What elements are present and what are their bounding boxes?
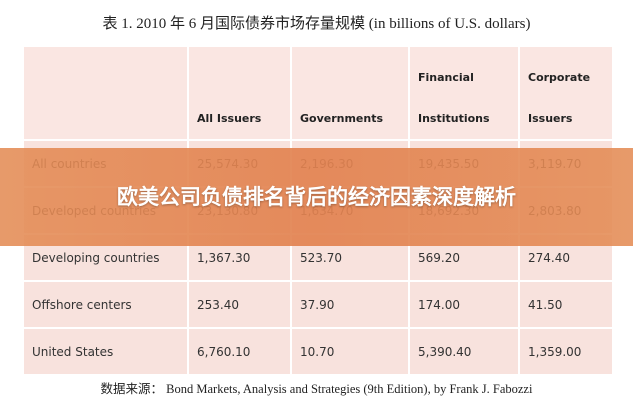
header-cell: Financial Institutions xyxy=(408,45,520,141)
row-label: Offshore centers xyxy=(22,280,189,329)
header-line: Financial xyxy=(418,71,474,84)
header-line: Issuers xyxy=(528,112,573,125)
header-line: All Issuers xyxy=(197,112,262,125)
header-cell xyxy=(22,45,189,141)
cell: 10.70 xyxy=(290,327,410,376)
banner-text: 欧美公司负债排名背后的经济因素深度解析 xyxy=(117,185,516,209)
header-cell: Corporate Issuers xyxy=(518,45,614,141)
table-title: 表 1. 2010 年 6 月国际债券市场存量规模 (in billions o… xyxy=(102,16,531,32)
cell: 1,359.00 xyxy=(518,327,614,376)
cell: 6,760.10 xyxy=(187,327,292,376)
header-line: Institutions xyxy=(418,112,490,125)
header-cell: All Issuers xyxy=(187,45,292,141)
row-label: United States xyxy=(22,327,189,376)
source-note: 数据来源： Bond Markets, Analysis and Strateg… xyxy=(100,382,533,396)
header-cell: Governments xyxy=(290,45,410,141)
table-row: United States 6,760.10 10.70 5,390.40 1,359.… xyxy=(22,327,614,376)
cell: 41.50 xyxy=(518,280,614,329)
header-line: Governments xyxy=(300,112,384,125)
header-line: Corporate xyxy=(528,71,591,84)
cell: 37.90 xyxy=(290,280,410,329)
table-row: Offshore centers 253.40 37.90 174.00 41.50 xyxy=(22,280,614,329)
cell: 5,390.40 xyxy=(408,327,520,376)
cell: 253.40 xyxy=(187,280,292,329)
overlay-banner: 欧美公司负债排名背后的经济因素深度解析 xyxy=(0,148,633,246)
cell: 174.00 xyxy=(408,280,520,329)
